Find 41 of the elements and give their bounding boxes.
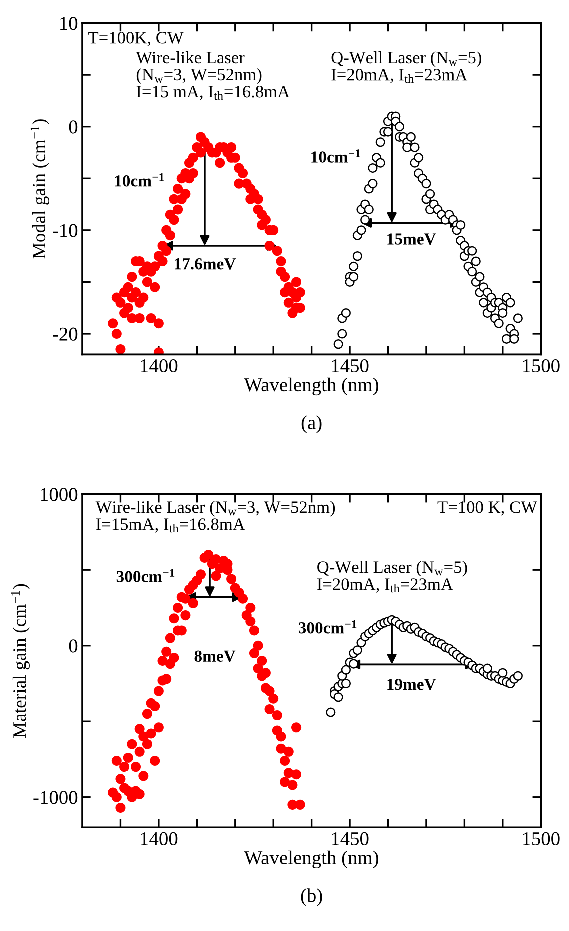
annotation: 300cm$^{−1}$ [116, 569, 175, 582]
text: (b) [301, 888, 322, 906]
point [341, 678, 351, 689]
annotation: 300cm$^{−1}$ [298, 620, 357, 634]
annotation: 10cm$^{−1}$ [312, 150, 360, 163]
annotation: 10cm$^{−1}$ [115, 174, 164, 187]
x-tick-label: 1450 [332, 359, 369, 373]
x-tick-label: 1500 [523, 832, 560, 846]
y-tick-label: 1000 [41, 488, 78, 502]
y-axis-title: Modal gain (cm$^{−1}$) [30, 120, 50, 259]
y-tick-label: -10 [53, 224, 78, 238]
point [498, 668, 508, 678]
text: Wire-like Laser (N$_{w}$=3, W=52nm) I=15mA, I$_{th}$=16.8mA [96, 501, 336, 533]
y-tick-label: -1000 [34, 791, 78, 804]
annotation: 15meV [388, 234, 436, 245]
y-axis-title: Material gain (cm$^{−1}$) [11, 584, 30, 738]
point [513, 671, 523, 681]
point [334, 692, 344, 702]
x-tick-label: 1450 [332, 832, 369, 846]
point [352, 646, 362, 656]
annotation: 19meV [388, 678, 436, 690]
x-axis-title: Wavelength (nm) [244, 378, 378, 396]
point [341, 665, 351, 675]
x-tick-label: 1500 [523, 359, 560, 373]
annotation: 17.6meV [175, 258, 236, 270]
point [482, 664, 492, 674]
text: Q-Well Laser (N$_{w}$=5) I=20mA, I$_{th}$=23mA [317, 561, 468, 593]
point [326, 708, 336, 718]
text: Q-Well Laser (N$_{w}$=5) I=20mA, I$_{th}$=23mA [332, 51, 482, 84]
y-tick-label: 10 [60, 17, 78, 30]
annotation: T=100 K, CW [438, 502, 538, 516]
annotation: T=100K, CW [88, 32, 184, 46]
y-tick-label: -20 [53, 328, 78, 341]
x-tick-label: 1400 [141, 359, 178, 373]
y-tick-label: 0 [69, 120, 78, 134]
y-tick-label: 0 [69, 640, 78, 653]
text: (a) [302, 416, 322, 434]
annotation: 8meV [194, 650, 236, 662]
annotation: Wire-like Laser (N$_{w}$=3, W=52nm) I=15 mA, I$_{th}$=16.8mA [136, 51, 290, 100]
x-tick-label: 1400 [141, 832, 178, 846]
x-axis-title: Wavelength (nm) [244, 850, 378, 869]
